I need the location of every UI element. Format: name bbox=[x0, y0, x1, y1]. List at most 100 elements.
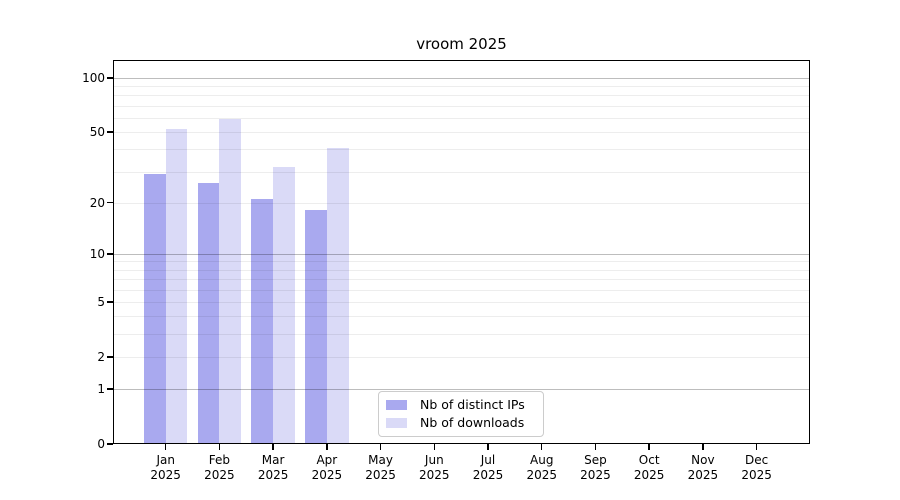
x-tick-year: 2025 bbox=[150, 468, 181, 482]
x-tick-month: Apr bbox=[316, 453, 338, 467]
gridline-minor-3 bbox=[113, 334, 810, 336]
legend-label-distinct-ips: Nb of distinct IPs bbox=[420, 397, 525, 412]
x-tick-label-jan: Jan 2025 bbox=[134, 453, 198, 483]
x-tick-label-dec: Dec 2025 bbox=[725, 453, 789, 483]
x-tick-year: 2025 bbox=[257, 468, 289, 482]
legend-swatch-distinct-ips bbox=[386, 400, 407, 410]
x-axis-tick-jul bbox=[487, 444, 489, 450]
x-tick-year: 2025 bbox=[741, 468, 772, 482]
legend-item-downloads: Nb of downloads bbox=[386, 416, 536, 430]
x-tick-month: Sep bbox=[584, 453, 607, 467]
x-tick-year: 2025 bbox=[204, 468, 235, 482]
bar-downloads-jan bbox=[165, 129, 188, 444]
x-tick-label-sep: Sep 2025 bbox=[563, 453, 627, 483]
x-tick-month: Aug bbox=[530, 453, 554, 467]
x-tick-label-apr: Apr 2025 bbox=[295, 453, 359, 483]
bar-distinct-ips-apr bbox=[305, 210, 327, 444]
x-tick-label-feb: Feb 2025 bbox=[187, 453, 251, 483]
bar-distinct-ips-jan bbox=[143, 174, 166, 444]
y-axis-tick-10 bbox=[107, 253, 113, 255]
y-axis-tick-0 bbox=[107, 443, 113, 445]
x-tick-label-may: May 2025 bbox=[349, 453, 413, 483]
y-axis-tick-20 bbox=[107, 201, 113, 204]
bar-downloads-mar bbox=[273, 166, 295, 444]
legend-label-downloads: Nb of downloads bbox=[420, 415, 525, 430]
chart-title: vroom 2025 bbox=[416, 35, 507, 53]
x-tick-year: 2025 bbox=[419, 468, 450, 482]
y-axis-tick-100 bbox=[107, 77, 113, 79]
x-tick-year: 2025 bbox=[365, 468, 396, 482]
x-tick-month: Oct bbox=[638, 453, 660, 467]
y-tick-label-100: 100 bbox=[82, 70, 105, 85]
x-tick-month: Jun bbox=[424, 453, 444, 467]
gridline-minor-6 bbox=[113, 289, 810, 291]
x-axis-tick-oct bbox=[648, 444, 650, 450]
y-axis-tick-5 bbox=[107, 301, 113, 303]
x-tick-year: 2025 bbox=[580, 468, 611, 482]
legend-item-distinct-ips: Nb of distinct IPs bbox=[386, 398, 536, 412]
x-tick-month: Dec bbox=[744, 453, 769, 467]
x-axis-tick-jun bbox=[433, 444, 436, 450]
x-tick-month: May bbox=[368, 453, 393, 467]
bar-distinct-ips-feb bbox=[197, 182, 220, 444]
legend: Nb of distinct IPs Nb of downloads bbox=[378, 391, 544, 437]
y-tick-label-1: 1 bbox=[97, 382, 105, 397]
x-tick-month: Mar bbox=[261, 453, 285, 467]
gridline-major-1 bbox=[113, 389, 810, 391]
gridline-minor-40 bbox=[113, 149, 810, 151]
y-tick-label-5: 5 bbox=[97, 294, 105, 309]
x-tick-year: 2025 bbox=[687, 468, 719, 482]
y-axis-tick-50 bbox=[107, 131, 113, 133]
x-tick-year: 2025 bbox=[526, 468, 557, 482]
x-tick-month: Feb bbox=[208, 453, 231, 467]
x-axis-tick-nov bbox=[702, 444, 704, 450]
bar-distinct-ips-mar bbox=[251, 198, 274, 444]
x-tick-label-aug: Aug 2025 bbox=[510, 453, 574, 483]
x-tick-month: Jul bbox=[480, 453, 496, 467]
gridline-minor-9 bbox=[113, 261, 810, 263]
gridline-minor-50 bbox=[113, 132, 810, 134]
gridline-minor-60 bbox=[113, 117, 810, 119]
x-tick-label-jun: Jun 2025 bbox=[402, 453, 466, 483]
bar-downloads-feb bbox=[219, 119, 242, 444]
x-tick-year: 2025 bbox=[633, 468, 665, 482]
x-tick-month: Nov bbox=[691, 453, 715, 467]
x-axis-tick-jan bbox=[164, 444, 167, 450]
x-axis-tick-aug bbox=[540, 444, 543, 450]
gridline-minor-7 bbox=[113, 279, 810, 281]
gridline-minor-4 bbox=[113, 316, 810, 318]
gridline-minor-20 bbox=[113, 202, 810, 204]
y-tick-label-50: 50 bbox=[89, 125, 105, 140]
x-tick-year: 2025 bbox=[311, 468, 343, 482]
gridline-major-10 bbox=[113, 253, 810, 255]
x-tick-label-jul: Jul 2025 bbox=[456, 453, 520, 483]
bar-downloads-apr bbox=[326, 147, 349, 444]
gridline-minor-70 bbox=[113, 105, 810, 107]
x-axis-tick-feb bbox=[218, 444, 221, 450]
x-axis-tick-may bbox=[379, 444, 382, 450]
gridline-major-100 bbox=[113, 77, 810, 79]
legend-swatch-downloads bbox=[386, 418, 407, 428]
x-axis-tick-mar bbox=[272, 444, 274, 450]
gridline-minor-30 bbox=[113, 171, 810, 173]
y-tick-label-2: 2 bbox=[97, 349, 105, 364]
y-tick-label-20: 20 bbox=[89, 195, 105, 210]
y-axis-tick-1 bbox=[107, 388, 113, 390]
gridline-minor-90 bbox=[113, 86, 810, 88]
gridline-minor-80 bbox=[113, 95, 810, 97]
y-tick-label-0: 0 bbox=[97, 437, 105, 451]
gridline-minor-5 bbox=[113, 301, 810, 303]
x-axis-tick-dec bbox=[755, 444, 758, 450]
x-axis-tick-apr bbox=[326, 444, 328, 450]
gridline-minor-8 bbox=[113, 269, 810, 271]
x-tick-label-nov: Nov 2025 bbox=[671, 453, 735, 483]
x-axis-tick-sep bbox=[594, 444, 597, 450]
x-tick-label-oct: Oct 2025 bbox=[617, 453, 681, 483]
y-tick-label-10: 10 bbox=[89, 246, 105, 261]
y-axis-tick-2 bbox=[107, 356, 113, 358]
x-tick-month: Jan bbox=[156, 453, 175, 467]
x-tick-label-mar: Mar 2025 bbox=[241, 453, 305, 483]
x-tick-year: 2025 bbox=[472, 468, 504, 482]
gridline-minor-2 bbox=[113, 356, 810, 358]
